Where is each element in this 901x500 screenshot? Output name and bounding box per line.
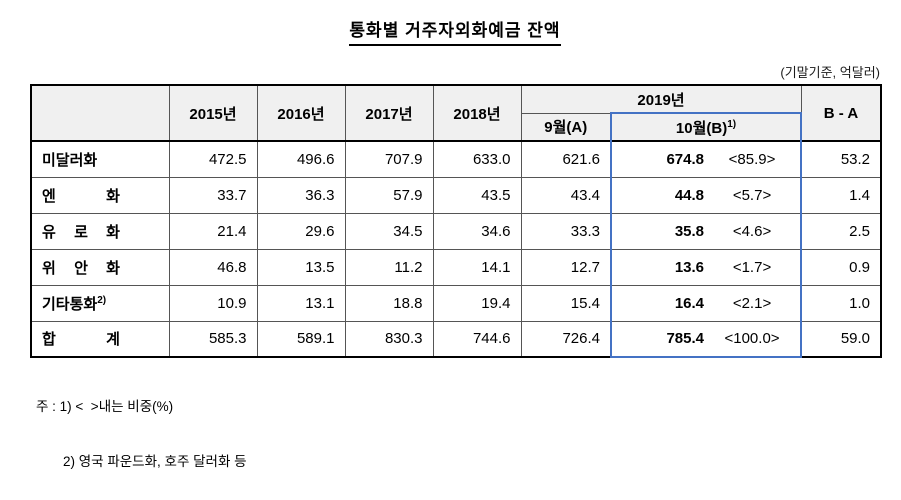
cell-usd-diff: 53.2 [800,140,882,178]
table-row-total: 합 계 585.3 589.1 830.3 744.6 726.4 785.4 <… [30,320,882,358]
cell-usd-september: 621.6 [520,140,612,178]
october-value: 16.4 [674,294,705,312]
col-header-september: 9월(A) [520,112,612,142]
footnote-2: 2) 영국 파운드화, 호주 달러화 등 [63,454,247,469]
row-label-usd: 미달러화 [30,140,170,178]
october-header-text: 10월(B) [675,119,728,137]
cell-total-october: 785.4 <100.0> [609,320,803,358]
cell-euro-september: 33.3 [520,212,612,250]
cell-yen-2017: 57.9 [344,176,434,214]
col-header-2017: 2017년 [344,84,434,142]
october-share: <1.7> [732,258,772,276]
cell-yuan-2016: 13.5 [256,248,346,286]
table-row-yuan: 위 안 화 46.8 13.5 11.2 14.1 12.7 13.6 <1.7>… [30,248,882,286]
cell-other-diff: 1.0 [800,284,882,322]
row-label-other: 기타통화2) [30,284,170,322]
cell-yuan-diff: 0.9 [800,248,882,286]
october-header-footnote-ref: 1) [727,118,737,130]
cell-yen-2016: 36.3 [256,176,346,214]
cell-usd-2018: 633.0 [432,140,522,178]
row-label-text: 합 계 [42,331,120,349]
row-label-text: 미달러화 [42,151,98,169]
october-share: <85.9> [728,150,776,168]
cell-yuan-2017: 11.2 [344,248,434,286]
cell-total-2016: 589.1 [256,320,346,358]
october-value: 674.8 [666,150,705,168]
cell-usd-2017: 707.9 [344,140,434,178]
cell-yen-september: 43.4 [520,176,612,214]
col-header-2019-group: 2019년 [520,84,802,114]
row-label-total: 합 계 [30,320,170,358]
deposit-table: 2015년 2016년 2017년 2018년 2019년 B - A 9월(A… [30,84,883,358]
cell-yen-october: 44.8 <5.7> [609,176,803,214]
cell-other-2018: 19.4 [432,284,522,322]
cell-euro-october: 35.8 <4.6> [609,212,803,250]
cell-euro-2017: 34.5 [344,212,434,250]
row-label-inner: 기타통화 [42,295,98,313]
cell-yen-2018: 43.5 [432,176,522,214]
table-row-yen: 엔 화 33.7 36.3 57.9 43.5 43.4 44.8 <5.7> 1… [30,176,882,214]
row-label-yuan: 위 안 화 [30,248,170,286]
header-row-sub: 9월(A) 10월(B)1) [31,112,881,142]
table-row-other: 기타통화2) 10.9 13.1 18.8 19.4 15.4 16.4 <2.1… [30,284,882,322]
cell-yuan-october: 13.6 <1.7> [609,248,803,286]
col-header-october: 10월(B)1) [609,112,803,142]
header-row-group: 2015년 2016년 2017년 2018년 2019년 B - A [30,84,882,142]
row-label-text: 엔 화 [42,187,120,205]
cell-total-september: 726.4 [520,320,612,358]
col-header-diff: B - A [800,84,882,142]
october-share: <4.6> [732,222,772,240]
table-row-usd: 미달러화 472.5 496.6 707.9 633.0 621.6 674.8… [30,140,882,178]
title-wrap: 통화별 거주자외화예금 잔액 [30,16,880,46]
cell-euro-2018: 34.6 [432,212,522,250]
col-header-2016: 2016년 [256,84,346,142]
col-header-2015: 2015년 [168,84,258,142]
cell-usd-2015: 472.5 [168,140,258,178]
cell-euro-2015: 21.4 [168,212,258,250]
row-label-euro: 유 로 화 [30,212,170,250]
cell-yuan-2015: 46.8 [168,248,258,286]
cell-other-2016: 13.1 [256,284,346,322]
cell-total-2015: 585.3 [168,320,258,358]
table-body: 미달러화 472.5 496.6 707.9 633.0 621.6 674.8… [30,140,882,358]
october-share: <100.0> [724,330,780,348]
cell-other-2017: 18.8 [344,284,434,322]
table-header: 2015년 2016년 2017년 2018년 2019년 B - A 9월(A… [30,84,882,142]
row-label-text: 위 안 화 [42,259,120,277]
cell-yen-diff: 1.4 [800,176,882,214]
cell-other-2015: 10.9 [168,284,258,322]
row-label-text: 유 로 화 [42,223,120,241]
cell-euro-diff: 2.5 [800,212,882,250]
cell-other-october: 16.4 <2.1> [609,284,803,322]
october-share: <2.1> [732,294,772,312]
cell-total-diff: 59.0 [800,320,882,358]
october-value: 44.8 [674,186,705,204]
footnote-1: 주 : 1) < >내는 비중(%) [36,399,174,414]
col-header-2018: 2018년 [432,84,522,142]
october-share: <5.7> [732,186,772,204]
row-label-text: 기타통화2) [42,293,120,314]
october-value: 785.4 [666,330,705,348]
cell-yen-2015: 33.7 [168,176,258,214]
cell-yuan-2018: 14.1 [432,248,522,286]
cell-total-2018: 744.6 [432,320,522,358]
other-footnote-ref: 2) [97,294,107,306]
cell-yuan-september: 12.7 [520,248,612,286]
cell-other-september: 15.4 [520,284,612,322]
cell-euro-2016: 29.6 [256,212,346,250]
october-value: 35.8 [674,222,705,240]
cell-total-2017: 830.3 [344,320,434,358]
row-label-yen: 엔 화 [30,176,170,214]
page-title: 통화별 거주자외화예금 잔액 [349,16,561,46]
unit-note: (기말기준, 억달러) [780,65,880,80]
cell-usd-october: 674.8 <85.9> [609,140,803,178]
cell-usd-2016: 496.6 [256,140,346,178]
table-row-euro: 유 로 화 21.4 29.6 34.5 34.6 33.3 35.8 <4.6>… [30,212,882,250]
corner-cell [30,84,170,142]
october-value: 13.6 [674,258,705,276]
